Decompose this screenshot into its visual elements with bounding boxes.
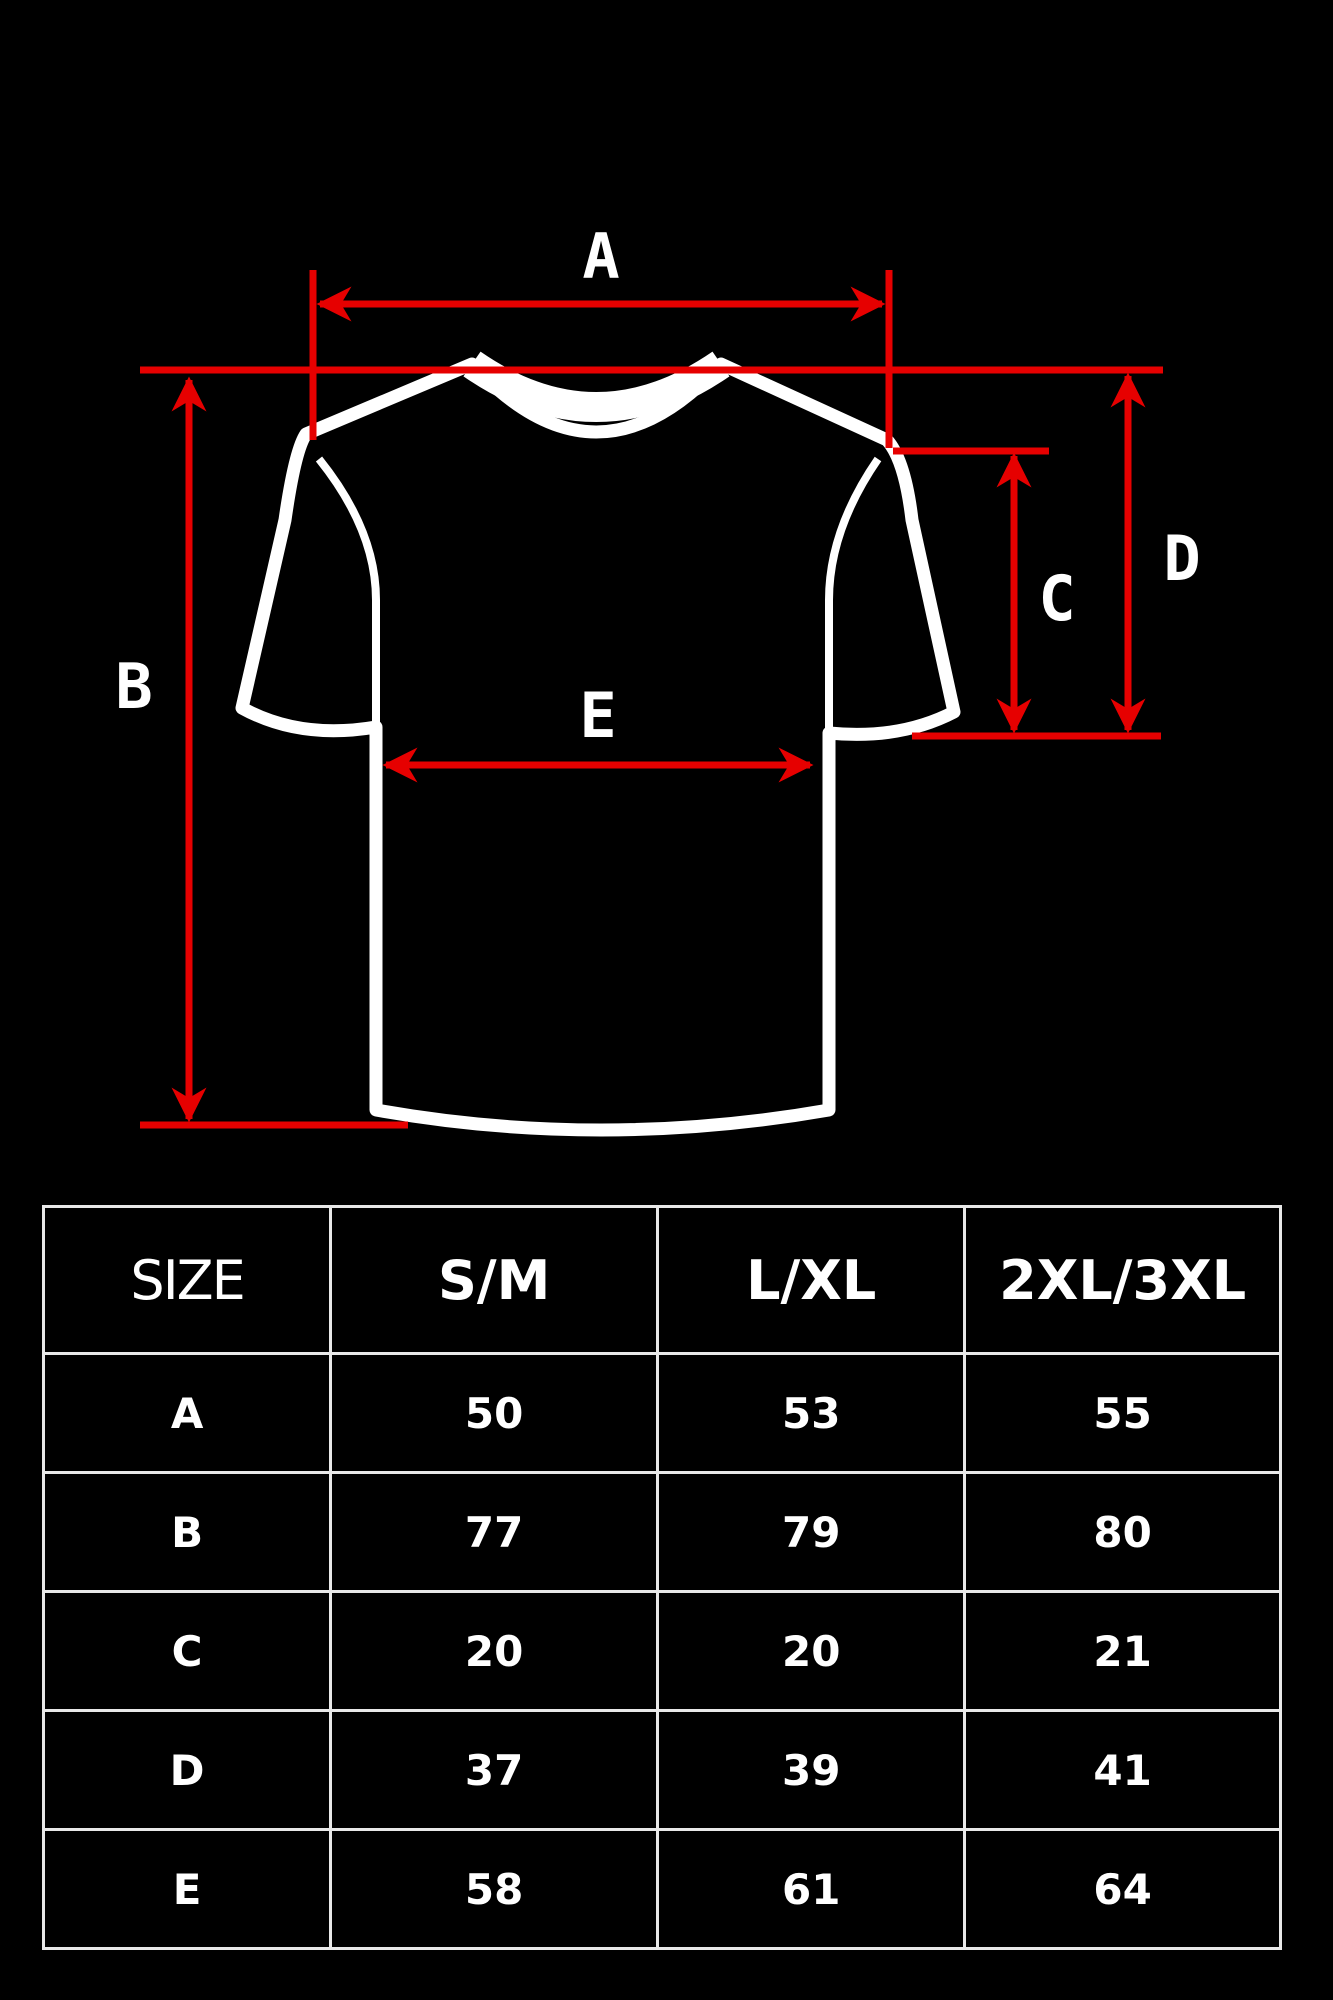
value-cell: 53 <box>656 1352 967 1474</box>
table-header-row: SIZE S/M L/XL 2XL/3XL <box>41 1205 1282 1355</box>
measurement-label-cell: C <box>41 1590 333 1712</box>
value-cell: 41 <box>963 1709 1282 1831</box>
armhole-right <box>825 456 882 733</box>
value-cell: 61 <box>656 1828 967 1950</box>
header-cell: S/M <box>329 1205 660 1355</box>
label-e: E <box>579 679 616 752</box>
table-row: A 50 53 55 <box>41 1352 1282 1474</box>
measurement-label-cell: E <box>41 1828 333 1950</box>
measurement-label-cell: A <box>41 1352 333 1474</box>
table-row: C 20 20 21 <box>41 1590 1282 1712</box>
value-cell: 50 <box>329 1352 660 1474</box>
label-b: B <box>115 650 152 723</box>
measurement-label-cell: B <box>41 1471 333 1593</box>
label-d: D <box>1163 522 1200 595</box>
table-row: E 58 61 64 <box>41 1828 1282 1950</box>
value-cell: 39 <box>656 1709 967 1831</box>
tshirt-diagram: A B C D E <box>115 220 1201 1137</box>
value-cell: 64 <box>963 1828 1282 1950</box>
tshirt-collar <box>463 351 730 422</box>
value-cell: 20 <box>656 1590 967 1712</box>
armhole-left <box>315 456 380 727</box>
label-c: C <box>1038 562 1075 635</box>
value-cell: 55 <box>963 1352 1282 1474</box>
header-cell: 2XL/3XL <box>963 1205 1282 1355</box>
label-a: A <box>582 220 619 293</box>
value-cell: 21 <box>963 1590 1282 1712</box>
size-table: SIZE S/M L/XL 2XL/3XL A 50 53 55 B 77 79 80 C 20 2… <box>41 1205 1282 1950</box>
value-cell: 20 <box>329 1590 660 1712</box>
value-cell: 37 <box>329 1709 660 1831</box>
measurement-label-cell: D <box>41 1709 333 1831</box>
header-cell: SIZE <box>41 1205 333 1355</box>
table-row: B 77 79 80 <box>41 1471 1282 1593</box>
header-cell: L/XL <box>656 1205 967 1355</box>
value-cell: 80 <box>963 1471 1282 1593</box>
value-cell: 77 <box>329 1471 660 1593</box>
value-cell: 79 <box>656 1471 967 1593</box>
table-row: D 37 39 41 <box>41 1709 1282 1831</box>
value-cell: 58 <box>329 1828 660 1950</box>
